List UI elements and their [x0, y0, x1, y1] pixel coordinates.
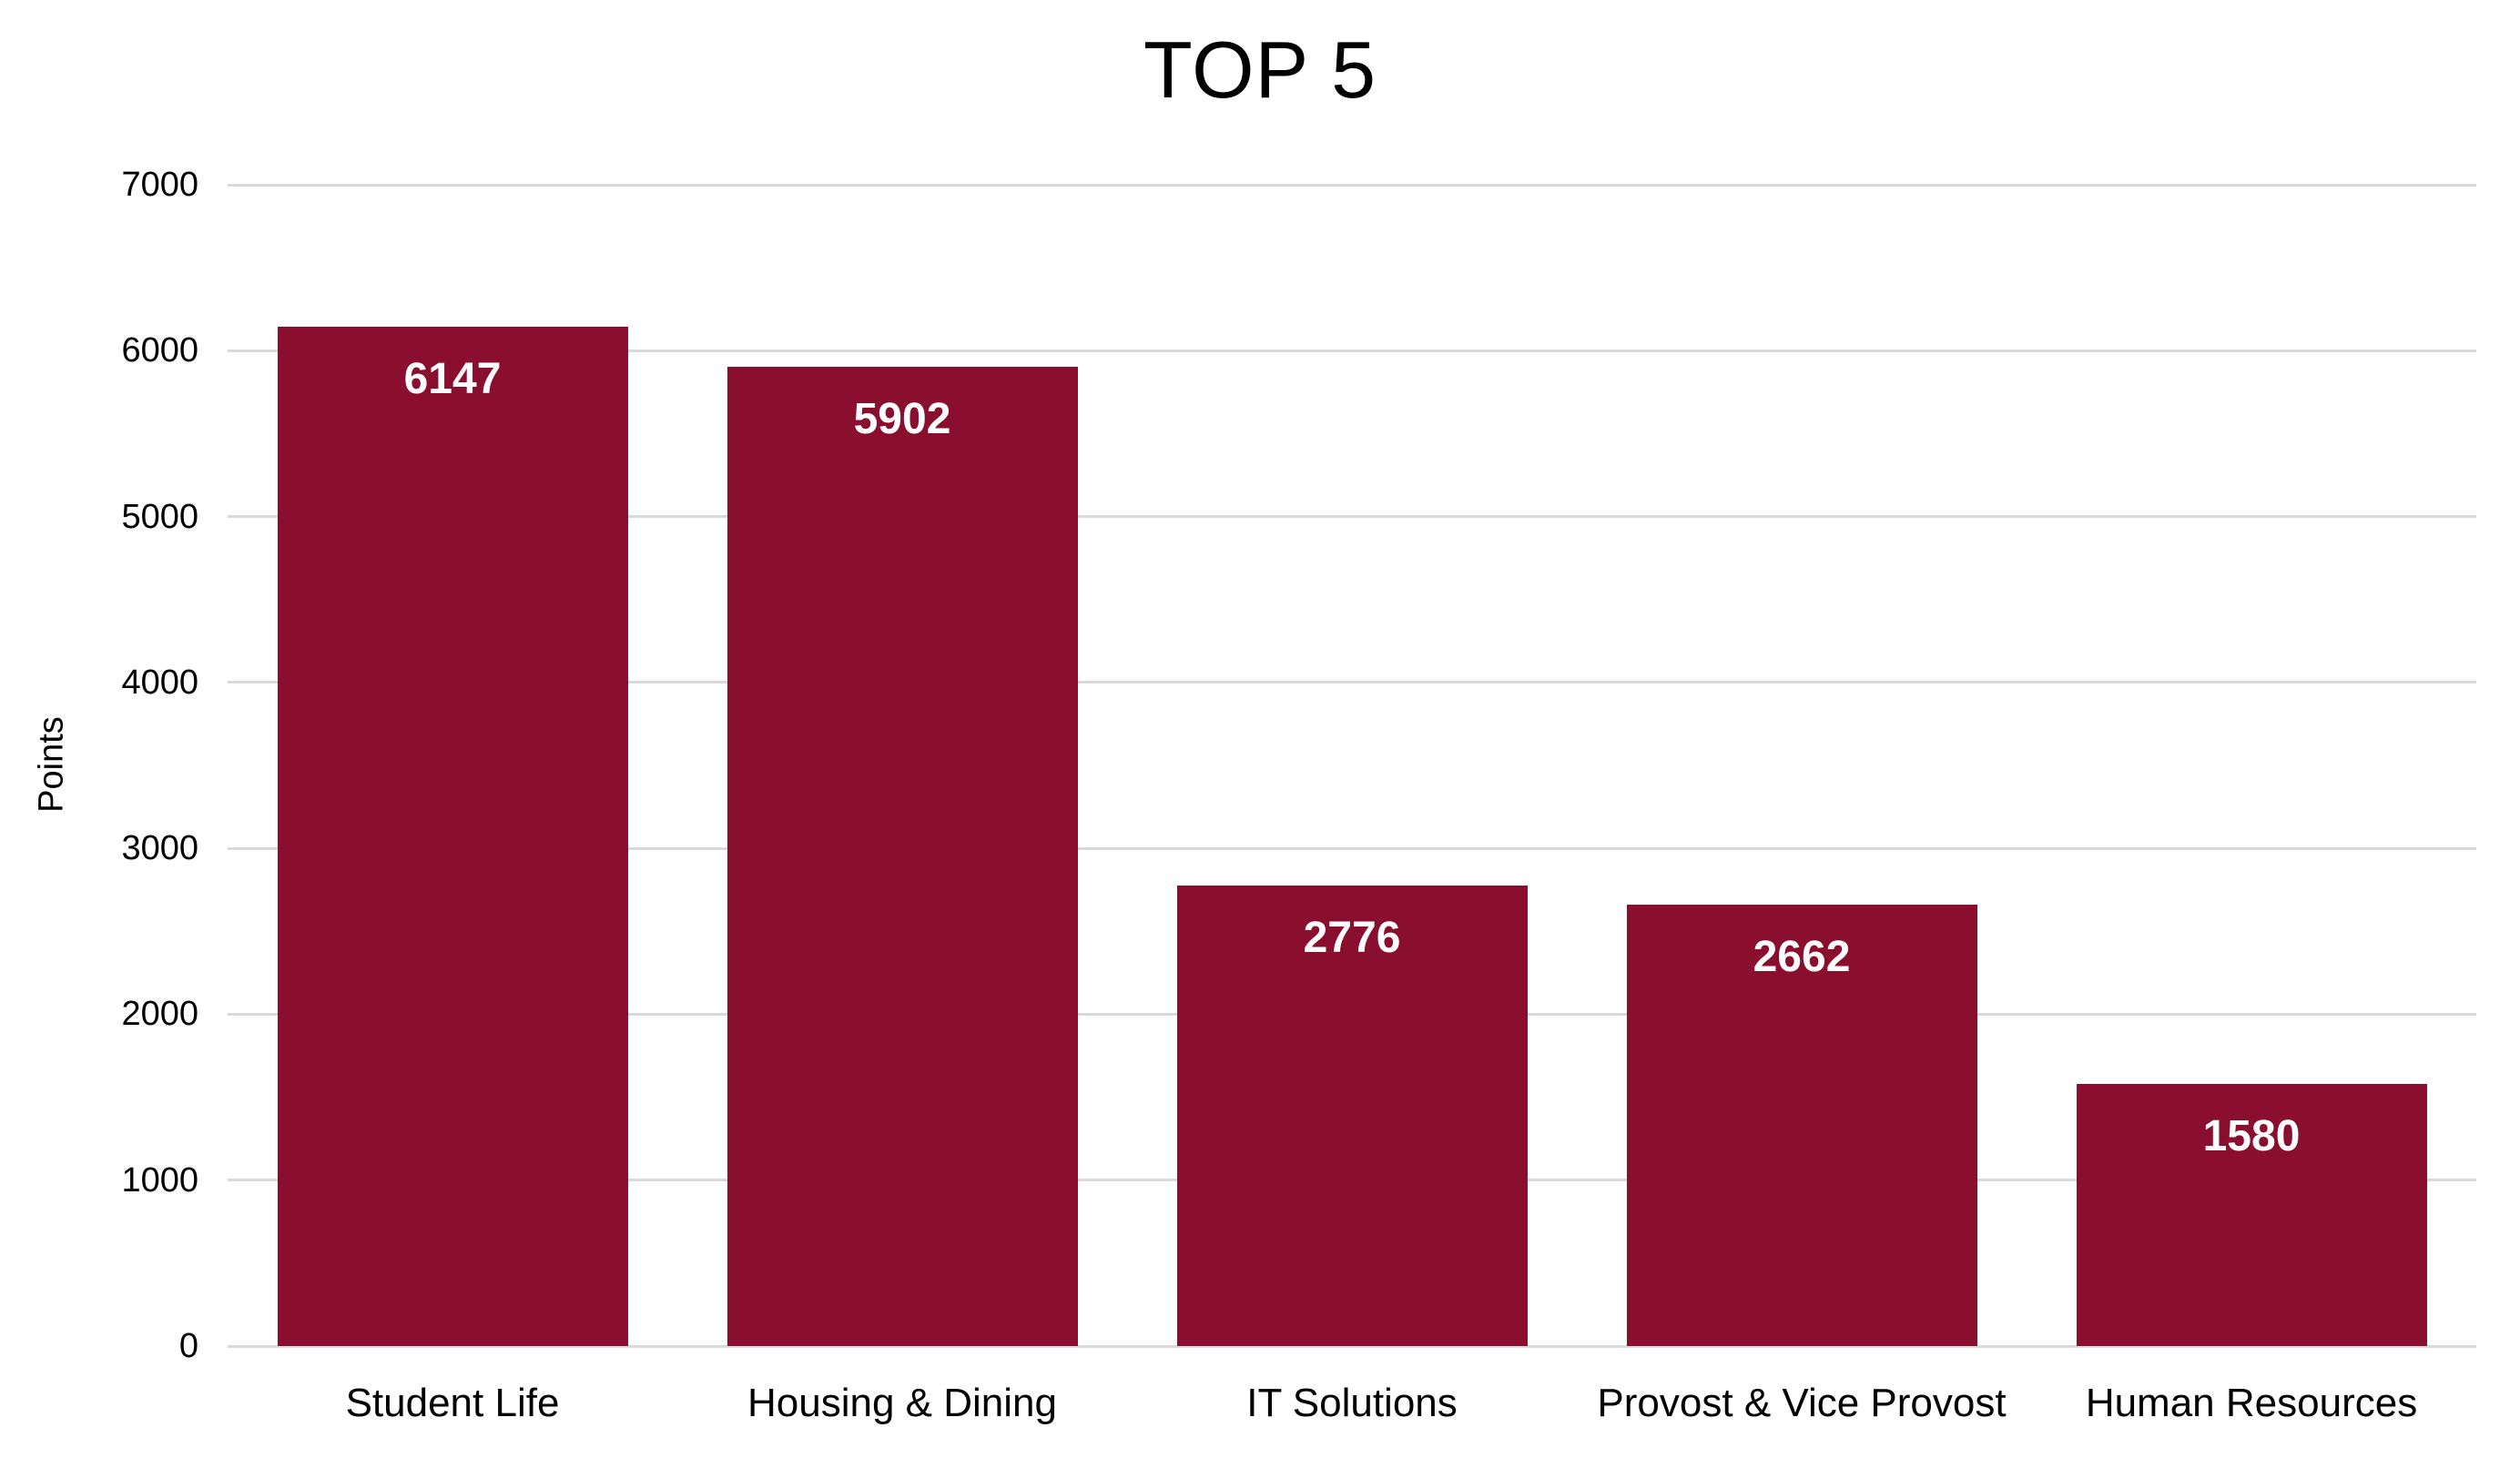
gridline [228, 681, 2476, 684]
bar: 2776 [1176, 885, 1528, 1346]
bar-value-label: 2776 [1303, 913, 1401, 962]
y-tick-label: 0 [178, 1327, 198, 1365]
chart-title: TOP 5 [1143, 25, 1377, 115]
x-category-label: IT Solutions [1246, 1381, 1458, 1425]
bar-value-label: 2662 [1753, 932, 1851, 981]
bar: 1580 [2076, 1084, 2427, 1346]
gridline [228, 183, 2476, 187]
bar: 5902 [727, 367, 1078, 1346]
bar: 2662 [1626, 904, 1977, 1346]
y-tick-label: 7000 [121, 166, 198, 204]
bar-value-label: 1580 [2202, 1112, 2301, 1160]
gridline [228, 1344, 2476, 1348]
y-axis-title: Points [32, 716, 71, 813]
x-category-label: Provost & Vice Provost [1597, 1381, 2007, 1425]
gridline [228, 846, 2476, 850]
y-tick-label: 5000 [121, 497, 198, 536]
x-category-label: Student Life [345, 1381, 560, 1425]
gridline [228, 349, 2476, 352]
y-tick-label: 2000 [121, 995, 198, 1034]
plot-area: 6147 5902 2776 2662 1580 [228, 183, 2476, 1348]
gridline [228, 515, 2476, 519]
bar: 6147 [277, 326, 628, 1346]
bar-value-label: 5902 [853, 395, 951, 444]
bar-value-label: 6147 [403, 354, 502, 403]
y-tick-label: 1000 [121, 1160, 198, 1200]
x-category-label: Human Resources [2085, 1381, 2418, 1425]
x-category-label: Housing & Dining [747, 1381, 1057, 1425]
y-tick-label: 4000 [121, 663, 198, 702]
y-tick-label: 6000 [121, 331, 198, 370]
y-tick-label: 3000 [121, 829, 198, 868]
